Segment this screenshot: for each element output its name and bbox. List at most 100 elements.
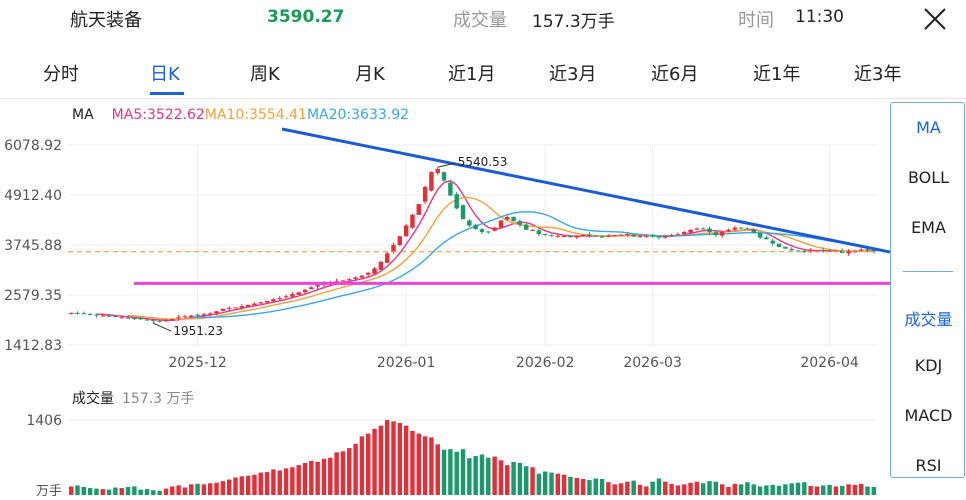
volume-chart[interactable]: 1406 万手 (0, 405, 890, 500)
candle (87, 313, 93, 316)
volume-bar (353, 443, 358, 495)
volume-y-tick: 1406 (26, 413, 62, 429)
x-tick-label: 2026-01 (377, 355, 436, 371)
volume-bar (258, 472, 263, 495)
tab-fenshi[interactable]: 分时 (43, 64, 79, 85)
candle (536, 227, 542, 237)
candle (694, 227, 700, 230)
volume-bar (871, 486, 877, 495)
volume-bar (106, 489, 112, 495)
tab-1-year[interactable]: 近1年 (753, 64, 801, 85)
candle (207, 312, 213, 317)
volume-bar (189, 484, 194, 495)
indicator-volume[interactable]: 成交量 (904, 310, 953, 329)
time-label: 时间 (738, 10, 774, 31)
volume-bar (441, 449, 447, 495)
volume-bar (372, 428, 377, 495)
candle (650, 233, 655, 238)
tab-daily-k[interactable]: 日K (150, 64, 180, 85)
candle (441, 171, 447, 182)
candle (403, 224, 409, 237)
volume-bar (448, 449, 453, 495)
candle (132, 317, 137, 321)
candle (524, 223, 529, 231)
candle (618, 234, 624, 236)
indicator-panel: MA BOLL EMA 成交量 KDJ MACD RSI (890, 102, 965, 478)
candle (384, 251, 390, 264)
ma-legend-label: MA (72, 107, 94, 123)
candle (631, 234, 636, 238)
candle (700, 227, 706, 230)
candle (353, 276, 358, 282)
candle (574, 235, 579, 240)
volume-bar (479, 454, 485, 495)
volume-bar (593, 478, 598, 495)
tab-6-month[interactable]: 近6月 (651, 64, 699, 85)
tab-weekly-k[interactable]: 周K (250, 64, 280, 85)
candle (359, 274, 365, 279)
indicator-ma[interactable]: MA (916, 118, 941, 137)
volume-bar (587, 480, 592, 495)
candle (467, 218, 472, 228)
volume-bar (492, 456, 497, 495)
volume-bar (245, 475, 251, 495)
volume-bar (599, 478, 605, 495)
tab-monthly-k[interactable]: 月K (355, 64, 385, 85)
volume-bar (631, 480, 636, 495)
indicator-ema[interactable]: EMA (911, 218, 946, 237)
volume-bar (100, 489, 105, 495)
y-tick-label: 2579.35 (4, 288, 62, 304)
volume-bar (498, 460, 504, 495)
candle (682, 230, 687, 237)
candle (429, 171, 434, 192)
candle (505, 215, 510, 221)
volume-bar (391, 421, 396, 495)
volume-bar (435, 444, 440, 495)
x-tick-label: 2026-02 (516, 355, 575, 371)
volume-bar (163, 488, 169, 495)
volume-bar (334, 452, 339, 495)
volume-bar (429, 437, 434, 495)
x-tick-label: 2026-03 (623, 355, 682, 371)
volume-bar (182, 487, 188, 495)
volume-bar (770, 484, 775, 495)
candle (719, 230, 725, 238)
candle (688, 229, 693, 233)
candle (530, 229, 535, 231)
indicator-macd[interactable]: MACD (904, 406, 953, 425)
candle (473, 223, 478, 230)
volume-unit-label: 万手 (36, 484, 62, 499)
candle (309, 286, 314, 290)
indicator-rsi[interactable]: RSI (915, 456, 942, 475)
volume-bar (827, 484, 832, 495)
volume-bar (403, 425, 409, 495)
candle (675, 232, 681, 236)
y-tick-label: 6078.92 (4, 138, 62, 154)
volume-bar (239, 476, 245, 495)
candle (789, 247, 794, 251)
candle (302, 288, 308, 294)
indicator-kdj[interactable]: KDJ (914, 356, 943, 375)
volume-bar (713, 481, 719, 495)
tab-1-month[interactable]: 近1月 (448, 64, 496, 85)
y-tick-label: 1412.83 (4, 338, 62, 354)
time-value: 11:30 (795, 7, 844, 27)
trend-line (281, 127, 890, 254)
candlestick-chart[interactable]: 6078.92 4912.40 3745.88 2579.35 1412.83 2025-… (0, 125, 890, 385)
volume-bar (220, 481, 226, 495)
close-button[interactable] (920, 4, 950, 34)
tab-3-month[interactable]: 近3月 (549, 64, 597, 85)
volume-bar (700, 483, 706, 495)
volume-bar (707, 481, 712, 495)
indicator-boll[interactable]: BOLL (907, 168, 950, 187)
candle (296, 291, 301, 295)
candle (94, 314, 99, 318)
volume-bar (511, 461, 516, 495)
volume-bar (821, 485, 826, 495)
candle (100, 313, 105, 317)
volume-bar (138, 489, 143, 495)
volume-bar (726, 486, 731, 495)
candle (435, 167, 440, 176)
high-annotation: 5540.53 (458, 155, 508, 169)
tab-3-year[interactable]: 近3年 (854, 64, 902, 85)
